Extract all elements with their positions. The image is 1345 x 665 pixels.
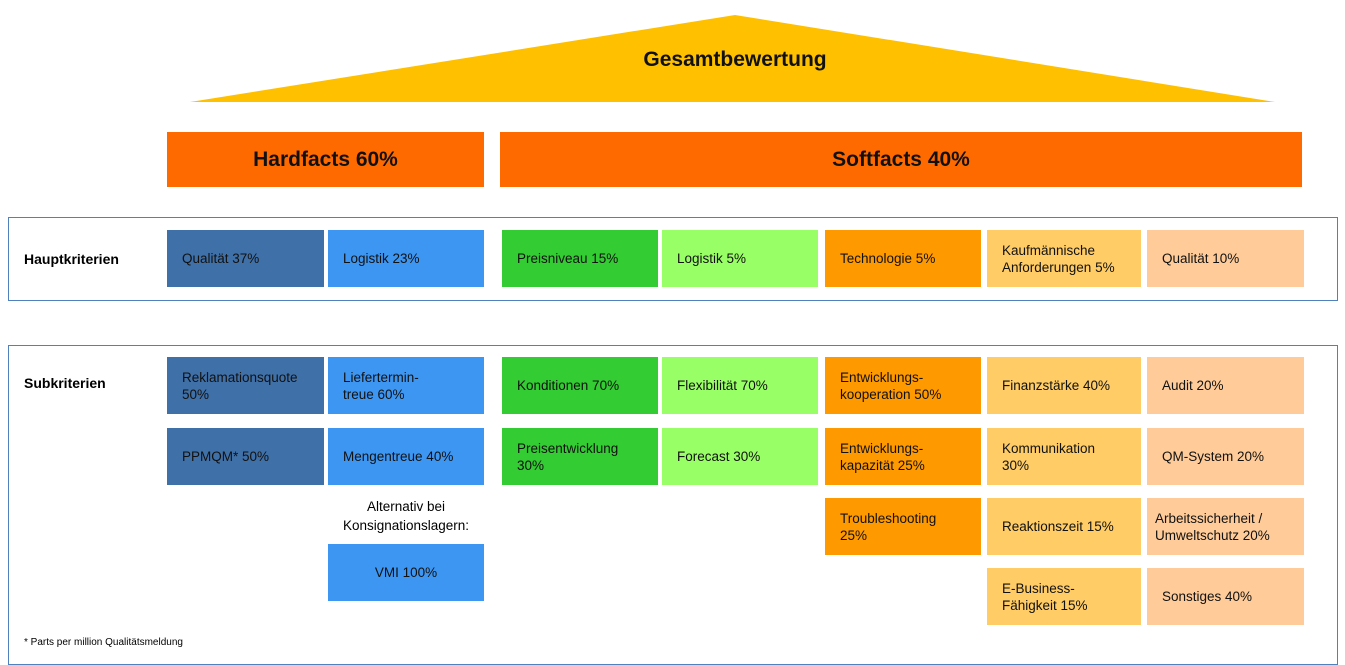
criterion-box: Qualität 37% (167, 230, 324, 287)
text-line: Alternativ bei (366, 499, 446, 514)
text-line: Preisentwicklung (517, 440, 619, 456)
criterion-box: Troubleshooting 25% (825, 498, 981, 555)
text-line: Audit 20% (1162, 378, 1224, 393)
criterion-box: VMI 100% (328, 544, 484, 601)
text-line: Kommunikation (1002, 440, 1096, 456)
text-line: Mengentreue 40% (343, 449, 454, 464)
criterion-box: Entwicklungs-kapazität 25% (825, 428, 981, 485)
text-line: treue 60% (343, 386, 405, 402)
roof: Gesamtbewertung (190, 15, 1275, 102)
text-line: Logistik 5% (677, 251, 747, 266)
criterion-box: Audit 20% (1147, 357, 1304, 414)
text-line: Fähigkeit 15% (1002, 597, 1088, 613)
criterion-box: Konditionen 70% (502, 357, 658, 414)
text-line: Liefertermin- (343, 369, 419, 385)
text-line: QM-System 20% (1162, 449, 1265, 464)
group-bar: Hardfacts 60% (167, 132, 484, 187)
text-line: 25% (840, 527, 868, 543)
haupt-frame (8, 217, 1338, 301)
text-line: kapazität 25% (840, 457, 925, 473)
text-line: VMI 100% (374, 565, 438, 580)
sub-label: Subkriterien (24, 375, 106, 391)
text-line: 30% (517, 457, 545, 473)
criterion-box: Technologie 5% (825, 230, 981, 287)
text-line: Umweltschutz 20% (1155, 527, 1270, 543)
criterion-box: Reklamationsquote 50% (167, 357, 324, 414)
text-line: PPMQM* 50% (182, 449, 270, 464)
criterion-box: Logistik 5% (662, 230, 818, 287)
text-line: Troubleshooting (840, 510, 937, 526)
title: Gesamtbewertung (643, 48, 826, 71)
text-line: Konsignationslagern: (342, 518, 470, 533)
text-line: Kaufmännische (1002, 242, 1096, 258)
text-line: Finanzstärke 40% (1002, 378, 1111, 393)
criterion-box: Preisniveau 15% (502, 230, 658, 287)
text-line: Flexibilität 70% (677, 378, 768, 393)
text-line: Sonstiges 40% (1162, 589, 1253, 604)
criterion-box: Flexibilität 70% (662, 357, 818, 414)
criterion-box: Forecast 30% (662, 428, 818, 485)
text-line: Konditionen 70% (517, 378, 620, 393)
group-bar: Softfacts 40% (500, 132, 1302, 187)
criterion-box: QM-System 20% (1147, 428, 1304, 485)
text-line: 50% (182, 386, 210, 402)
roof-triangle (190, 15, 1275, 102)
text-line: Arbeitssicherheit / (1155, 510, 1263, 526)
criterion-box: Logistik 23% (328, 230, 484, 287)
text-line: 30% (1002, 457, 1030, 473)
criterion-box: E-Business- Fähigkeit 15% (987, 568, 1141, 625)
criterion-box: Entwicklungs-kooperation 50% (825, 357, 981, 414)
criterion-box: Preisentwicklung 30% (502, 428, 658, 485)
text-line: Preisniveau 15% (517, 251, 619, 266)
text-line: kooperation 50% (840, 386, 942, 402)
criterion-box: PPMQM* 50% (167, 428, 324, 485)
footnote: * Parts per million Qualitätsmeldung (24, 637, 183, 648)
text-line: Forecast 30% (677, 449, 761, 464)
text-line: Anforderungen 5% (1002, 259, 1115, 275)
criterion-box: Arbeitssicherheit / Umweltschutz 20% (1147, 498, 1304, 555)
criterion-box: Reaktionszeit 15% (987, 498, 1141, 555)
text-line: Qualität 10% (1162, 251, 1240, 266)
criterion-box: Mengentreue 40% (328, 428, 484, 485)
criterion-box: Kaufmännische Anforderungen 5% (987, 230, 1141, 287)
page: Gesamtbewertung Hauptkriterien Subkriter… (8, 15, 1338, 665)
text-line: Reklamationsquote (182, 369, 298, 385)
text-line: Qualität 37% (182, 251, 260, 266)
text-line: Logistik 23% (343, 251, 420, 266)
text-line: Technologie 5% (840, 251, 936, 266)
alternative-note: Alternativ bei Konsignationslagern: (328, 497, 484, 535)
text-line: Reaktionszeit 15% (1002, 519, 1114, 534)
criterion-box: Kommunikation 30% (987, 428, 1141, 485)
text-line: E-Business- (1002, 580, 1075, 596)
haupt-label: Hauptkriterien (24, 251, 119, 267)
criterion-box: Qualität 10% (1147, 230, 1304, 287)
text-line: Entwicklungs- (840, 440, 924, 456)
text-line: Entwicklungs- (840, 369, 924, 385)
criterion-box: Sonstiges 40% (1147, 568, 1304, 625)
criterion-box: Finanzstärke 40% (987, 357, 1141, 414)
criterion-box: Liefertermin-treue 60% (328, 357, 484, 414)
